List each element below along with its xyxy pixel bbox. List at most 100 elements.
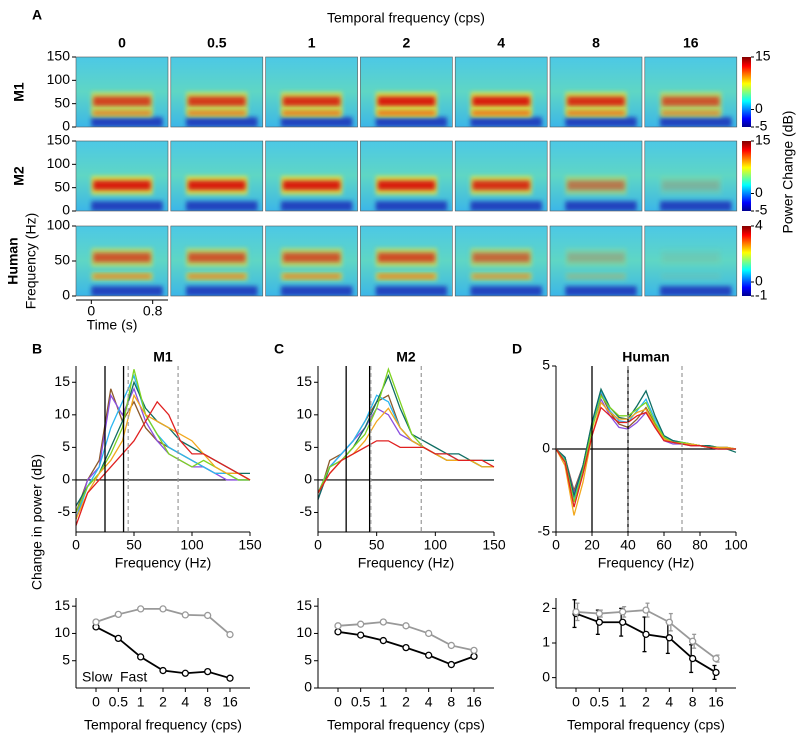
spectrogram-image: [170, 141, 263, 211]
panel-letter: C: [274, 341, 284, 357]
spectrogram-image: [550, 57, 642, 127]
spectrogram-image: [76, 57, 168, 127]
point: [379, 636, 387, 645]
band-core: [662, 110, 720, 116]
band-core: [472, 110, 530, 116]
colorbar-tick-label: -5: [755, 202, 768, 218]
point: [665, 618, 673, 626]
point: [689, 637, 697, 645]
y-tick-label: 50: [54, 252, 70, 268]
y-tick-label: 0: [62, 202, 70, 218]
y-tick-label: 5: [62, 438, 70, 454]
spectrogram-image: [644, 226, 737, 296]
spectrogram-frame: [360, 225, 453, 297]
spectrogram-image: [360, 226, 453, 296]
column-label: 16: [683, 35, 699, 51]
colorbar-tick-label: -5: [755, 118, 768, 134]
spectrogram-frame: [170, 225, 264, 297]
y-tick-label: -5: [300, 503, 313, 519]
x-axis-label: Temporal frequency (cps): [84, 717, 242, 733]
x-tick-label: 8: [204, 694, 212, 710]
spectrogram-image: [360, 57, 453, 127]
band-core: [472, 274, 530, 279]
point: [402, 622, 410, 630]
band-core: [567, 274, 625, 279]
y-tick-label: 0: [62, 471, 70, 487]
y-tick-label: 15: [296, 597, 312, 613]
y-axis-label: Frequency (Hz): [23, 213, 39, 309]
colorbar-tick-label: 15: [755, 48, 771, 64]
low-band: [91, 286, 163, 296]
spectrum-line: [317, 394, 494, 494]
y-tick-label: 10: [54, 624, 70, 640]
point: [114, 634, 122, 643]
spectrogram: [454, 140, 548, 212]
x-tick-label: 2: [642, 694, 650, 710]
spectrogram: [454, 56, 548, 128]
low-band: [470, 201, 542, 211]
spectrogram-image: [550, 226, 642, 296]
y-tick-label: 150: [47, 132, 71, 148]
band-core: [377, 274, 436, 279]
point: [357, 620, 365, 628]
band-core: [567, 252, 625, 263]
column-label: 0.5: [207, 35, 227, 51]
x-tick-label: 0.8: [143, 303, 163, 319]
point: [181, 611, 189, 619]
point: [226, 630, 234, 639]
spectrogram: [75, 56, 169, 128]
point: [595, 609, 603, 618]
low-band: [565, 286, 637, 296]
panel-letter: A: [32, 7, 42, 23]
x-tick-label: 40: [620, 537, 636, 553]
point: [665, 634, 673, 642]
band-core: [282, 252, 341, 263]
low-band: [186, 286, 258, 296]
band-core: [567, 110, 625, 116]
spectrogram-frame: [549, 225, 643, 297]
x-tick-label: 0: [92, 694, 100, 710]
x-tick-label: 0.5: [590, 694, 610, 710]
spectrogram-frame: [454, 56, 548, 128]
spectrogram: [360, 140, 453, 212]
x-axis-label: Frequency (Hz): [115, 555, 211, 571]
point: [379, 618, 387, 626]
band-core: [377, 96, 436, 106]
heatmap-title: Temporal frequency (cps): [327, 10, 485, 26]
spectrogram: [265, 140, 358, 212]
x-tick-label: 0: [552, 537, 560, 553]
colorbar-label: Power Change (dB): [780, 111, 796, 234]
point: [137, 653, 145, 661]
spectrogram: [549, 225, 643, 297]
band-core: [188, 96, 246, 106]
low-band: [186, 117, 258, 127]
y-tick-label: 2: [542, 599, 550, 615]
band-core: [93, 252, 151, 263]
spectrogram: [75, 140, 169, 212]
band-core: [93, 110, 151, 116]
spectrogram-image: [170, 57, 263, 127]
x-tick-label: 2: [402, 694, 410, 710]
spectrogram-image: [265, 57, 358, 127]
spectrogram: [549, 140, 643, 212]
x-tick-label: 0: [572, 694, 580, 710]
band-core: [377, 110, 436, 116]
point: [114, 610, 122, 619]
y-tick-label: 5: [304, 438, 312, 454]
column-label: 2: [403, 35, 411, 51]
point: [642, 630, 650, 638]
row-label: M1: [11, 82, 27, 102]
spectrum-line: [555, 387, 737, 498]
low-band: [565, 117, 637, 127]
x-tick-label: 60: [656, 537, 672, 553]
spectrogram: [265, 225, 358, 297]
x-tick-label: 8: [447, 694, 455, 710]
band-core: [472, 180, 530, 190]
x-axis-label: Frequency (Hz): [358, 555, 454, 571]
x-tick-label: 20: [584, 537, 600, 553]
x-tick-label: 0: [72, 537, 80, 553]
spectrum-line: [75, 400, 251, 526]
x-tick-label: 4: [665, 694, 673, 710]
spectrogram-frame: [549, 140, 643, 212]
